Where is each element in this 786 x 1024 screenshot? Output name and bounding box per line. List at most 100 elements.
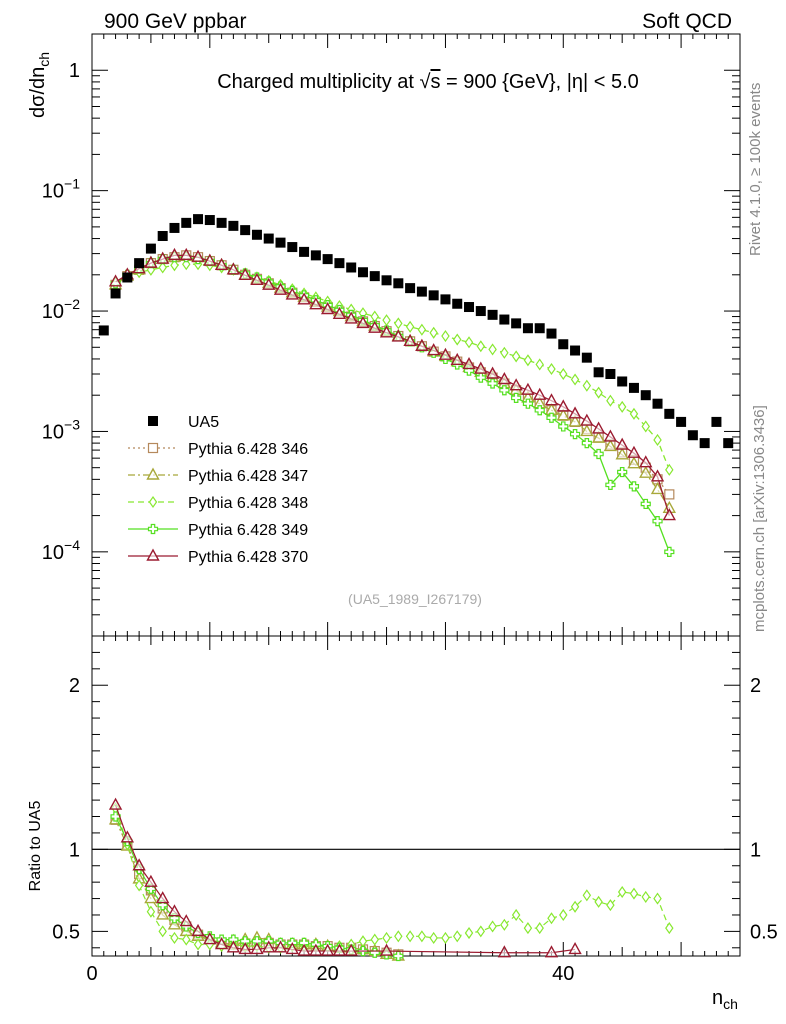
data-point <box>511 350 521 363</box>
ratio-point <box>108 797 123 810</box>
ratio-y-tick-label: 0.5 <box>52 921 80 943</box>
ratio-point <box>582 889 592 902</box>
data-point <box>157 231 168 242</box>
data-point <box>429 326 438 339</box>
data-point <box>533 387 547 400</box>
data-point <box>391 329 406 342</box>
data-point <box>263 233 274 244</box>
data-point <box>639 455 653 468</box>
x-tick-label: 40 <box>552 963 574 985</box>
data-point <box>653 433 662 446</box>
ratio-point <box>203 932 217 945</box>
data-point <box>122 272 133 283</box>
data-point <box>664 546 675 557</box>
ratio-point <box>167 917 182 930</box>
data-point <box>191 249 205 262</box>
data-point <box>534 323 545 334</box>
y-tick-label: 10−1 <box>42 176 80 203</box>
ratio-plot-frame <box>91 635 741 957</box>
y-tick-label: 10−4 <box>42 537 80 564</box>
data-point <box>687 430 698 441</box>
y-tick-label: 10−3 <box>42 416 80 443</box>
main-plot-frame <box>91 33 741 637</box>
data-point <box>332 306 347 319</box>
series-line <box>115 254 670 495</box>
data-point <box>485 366 500 379</box>
ratio-point <box>511 908 521 922</box>
ratio-point <box>653 892 662 905</box>
data-point <box>664 408 675 419</box>
ratio-point <box>226 940 241 953</box>
data-point <box>580 423 594 437</box>
data-point <box>405 283 416 294</box>
ratio-point <box>464 926 474 940</box>
x-axis-label: nch <box>712 987 738 1012</box>
ratio-point <box>629 887 639 900</box>
data-point <box>559 367 568 381</box>
legend-entry: UA5 <box>148 414 219 431</box>
data-point <box>605 368 616 379</box>
legend-label: Pythia 6.428 347 <box>188 468 308 485</box>
ratio-point <box>182 933 191 946</box>
y-tick-label: 10−2 <box>42 296 80 323</box>
data-point <box>475 372 486 383</box>
data-point <box>346 262 357 273</box>
data-point <box>546 328 557 339</box>
y-tick-label: 1 <box>69 60 80 82</box>
data-point <box>522 398 534 409</box>
legend-label: Pythia 6.428 348 <box>188 495 308 512</box>
data-point <box>511 392 522 403</box>
data-point <box>108 274 123 287</box>
data-point <box>476 340 486 353</box>
header-right: Soft QCD <box>642 10 732 33</box>
ratio-y-tick-label-right: 1 <box>750 839 761 861</box>
data-point <box>499 314 510 325</box>
ratio-point <box>405 930 415 943</box>
data-point <box>568 414 582 427</box>
data-point <box>193 214 204 225</box>
data-point <box>499 385 510 396</box>
ratio-point <box>145 883 157 894</box>
data-point <box>417 323 427 336</box>
ratio-point <box>320 943 335 956</box>
data-point <box>544 393 559 406</box>
data-point <box>452 298 463 309</box>
ratio-point <box>297 943 311 956</box>
data-point <box>204 215 215 226</box>
data-point <box>441 329 450 343</box>
ratio-y-tick-label-right: 2 <box>750 675 761 697</box>
analysis-watermark: (UA5_1989_I267179) <box>348 591 482 607</box>
legend-label: UA5 <box>188 414 219 431</box>
data-point <box>453 333 462 346</box>
data-point <box>226 262 241 275</box>
data-point <box>475 306 486 317</box>
data-point <box>629 407 639 420</box>
data-point <box>617 376 628 387</box>
data-point <box>156 251 170 264</box>
data-point <box>591 430 606 443</box>
x-tick-label: 20 <box>317 963 339 985</box>
data-point <box>487 378 498 389</box>
data-point <box>558 339 569 350</box>
ratio-point <box>393 950 404 962</box>
ratio-point <box>344 943 358 956</box>
data-point <box>450 352 464 365</box>
data-point <box>535 358 544 371</box>
data-point <box>640 390 651 401</box>
data-point <box>285 287 299 300</box>
data-point <box>203 253 217 266</box>
data-point <box>181 217 192 228</box>
data-point <box>650 469 665 482</box>
data-point <box>145 243 156 254</box>
legend-marker <box>147 523 159 535</box>
ratio-point <box>156 891 170 904</box>
data-point <box>464 302 475 313</box>
data-point <box>568 406 582 419</box>
data-point <box>464 336 474 349</box>
data-point <box>299 246 310 257</box>
data-point <box>158 261 167 274</box>
data-point <box>627 456 641 469</box>
legend-entry: Pythia 6.428 349 <box>128 522 308 539</box>
data-point <box>521 382 535 395</box>
header-left: 900 GeV ppbar <box>104 10 246 33</box>
